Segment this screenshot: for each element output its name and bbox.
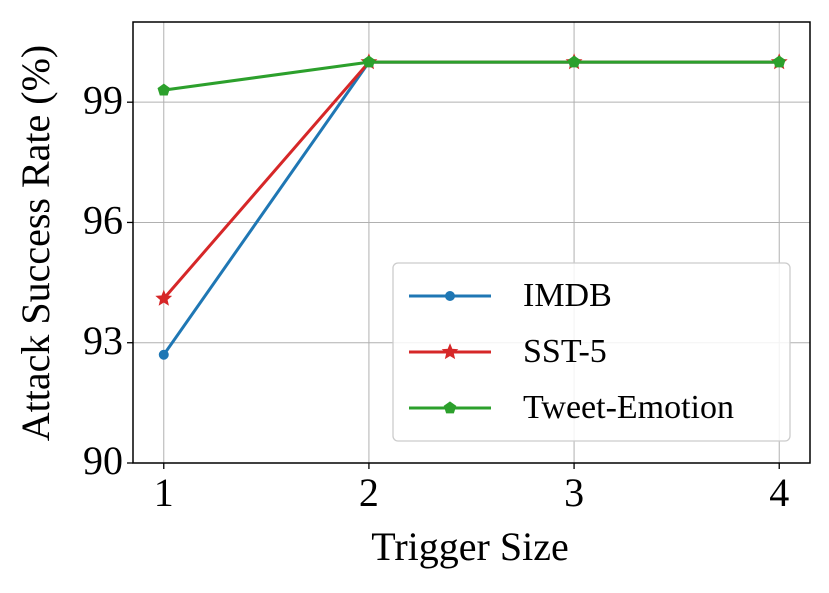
x-axis-label: Trigger Size [371, 524, 568, 569]
marker [772, 55, 786, 68]
marker [443, 401, 457, 414]
x-tick-label: 2 [359, 470, 379, 515]
x-tick-label: 1 [154, 470, 174, 515]
plot-frame [132, 21, 811, 464]
marker [445, 291, 455, 301]
line [163, 60, 780, 92]
y-tick-label: 96 [83, 198, 123, 243]
legend-label: Tweet-Emotion [523, 389, 734, 426]
y-axis-label: Attack Success Rate (%) [13, 45, 58, 442]
marker [158, 349, 169, 360]
marker [441, 343, 459, 360]
marker [362, 55, 376, 68]
y-tick-label: 93 [83, 318, 123, 363]
x-tick-label: 4 [769, 470, 789, 515]
marker [567, 55, 581, 68]
legend-label: IMDB [523, 277, 612, 314]
marker [155, 289, 173, 306]
marker [157, 83, 171, 96]
legend-box [392, 262, 791, 442]
legend-label: SST-5 [523, 333, 607, 370]
x-tick-label: 3 [564, 470, 584, 515]
y-tick-label: 90 [83, 438, 123, 483]
y-tick-label: 99 [83, 77, 123, 122]
